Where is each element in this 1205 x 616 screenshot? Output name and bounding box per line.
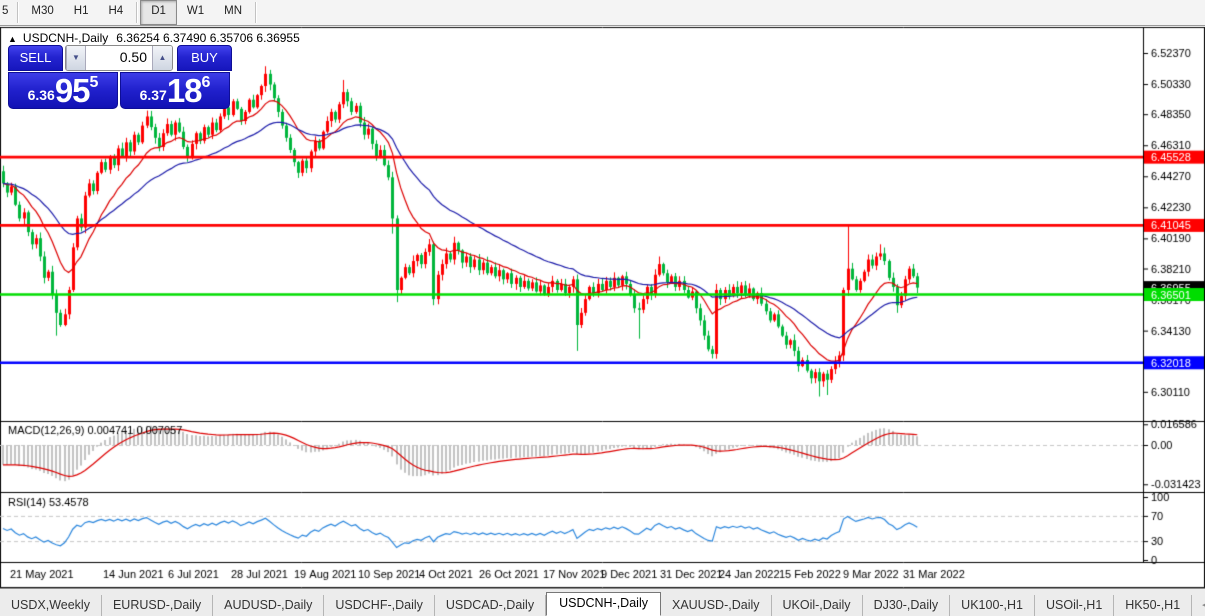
timeframe-button-mn[interactable]: MN: [224, 5, 243, 17]
buy-button[interactable]: BUY: [177, 45, 232, 71]
buy-price-big: 18: [166, 72, 203, 109]
collapse-triangle-icon[interactable]: ▲: [8, 34, 17, 44]
timeframe-button-m5-partial[interactable]: 5: [2, 5, 9, 17]
timeframe-button-m30[interactable]: M30: [31, 5, 54, 17]
chart-tab-ukoil-daily[interactable]: UKOil-,Daily: [772, 595, 863, 616]
timeframe-button-h1[interactable]: H1: [73, 5, 89, 17]
chart-tab-uk100-h1[interactable]: UK100-,H1: [950, 595, 1036, 616]
buy-price-pane[interactable]: 6.37 18 6: [120, 72, 230, 109]
chart-tab-usdx-weekly[interactable]: USDX,Weekly: [0, 595, 102, 616]
chart-title: ▲ USDCNH-,Daily 6.36254 6.37490 6.35706 6.…: [8, 31, 300, 45]
chart-symbol-label: USDCNH-,Daily: [22, 31, 109, 45]
chart-tab-usoil-h1[interactable]: USOil-,H1: [1035, 595, 1115, 616]
chart-tab-hk50-h1[interactable]: HK50-,H1: [1114, 595, 1193, 616]
chart-tab-eurusd-daily[interactable]: EURUSD-,Daily: [102, 595, 214, 616]
sell-price-sup: 5: [89, 74, 99, 91]
chart-tab-usdcad-daily[interactable]: USDCAD-,Daily: [435, 595, 547, 616]
timeframe-button-h4[interactable]: H4: [108, 5, 124, 17]
sell-price-pane[interactable]: 6.36 95 5: [8, 72, 118, 109]
chart-tab-audusd-daily[interactable]: AUDUSD-,Daily: [213, 595, 325, 616]
chart-tab-xauusd-daily[interactable]: XAUUSD-,Daily: [661, 595, 772, 616]
sell-price-prefix: 6.36: [27, 87, 55, 103]
volume-increase-icon[interactable]: ▲: [152, 46, 172, 70]
chart-tab-usdcnh-daily[interactable]: USDCNH-,Daily: [546, 592, 661, 616]
volume-stepper: ▼ 0.50 ▲: [65, 45, 173, 71]
one-click-trading-panel: SELL ▼ 0.50 ▲ BUY 6.36 95 5 6.37 18 6: [8, 45, 232, 109]
tabs-scroll-left-icon[interactable]: ◄: [1200, 600, 1205, 611]
sell-price-big: 95: [54, 72, 91, 109]
chart-tab-dj30-daily[interactable]: DJ30-,Daily: [863, 595, 951, 616]
tab-scroll-buttons: ◄►: [1192, 600, 1205, 616]
timeframe-toolbar: 5 M30 H1 H4 D1 W1 MN: [0, 0, 1205, 26]
timeframe-button-w1[interactable]: W1: [186, 5, 205, 17]
chart-tab-usdchf-daily[interactable]: USDCHF-,Daily: [324, 595, 435, 616]
buy-price-prefix: 6.37: [139, 87, 167, 103]
toolbar-separator: [136, 2, 138, 23]
chart-tabs-bar: USDX,Weekly EURUSD-,Daily AUDUSD-,Daily USD…: [0, 588, 1205, 616]
timeframe-button-d1[interactable]: D1: [140, 0, 177, 25]
toolbar-separator: [255, 2, 257, 23]
chart-ohlc-values: 6.36254 6.37490 6.35706 6.36955: [116, 31, 300, 45]
toolbar-separator: [17, 2, 19, 23]
sell-button[interactable]: SELL: [8, 45, 63, 71]
volume-decrease-icon[interactable]: ▼: [66, 46, 86, 70]
buy-price-sup: 6: [201, 74, 211, 91]
volume-input[interactable]: 0.50: [119, 49, 147, 65]
